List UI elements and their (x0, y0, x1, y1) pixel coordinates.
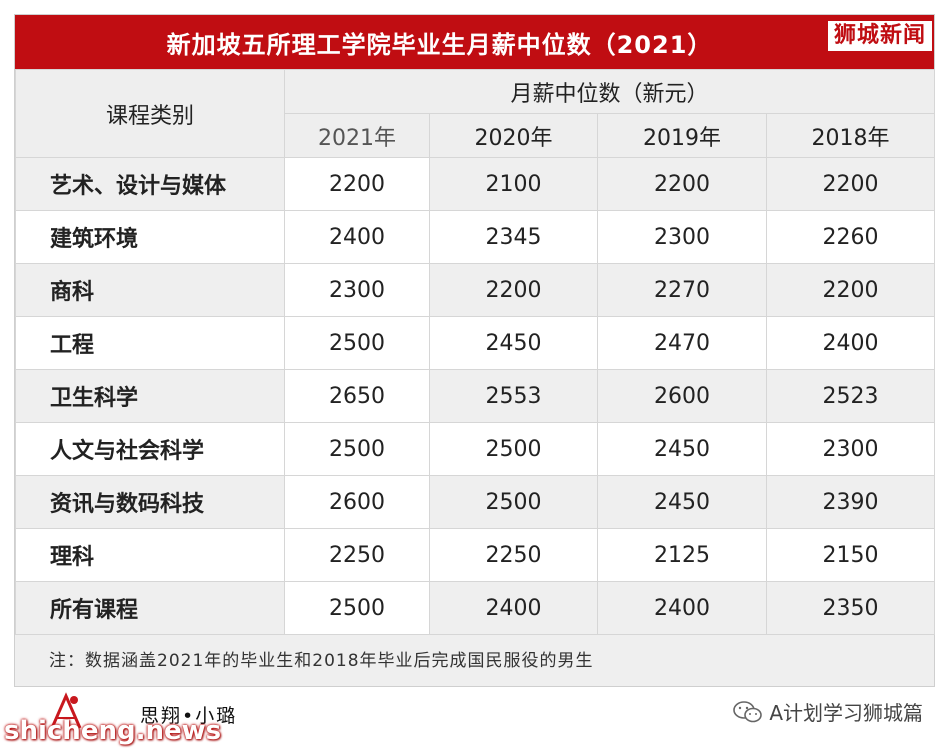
salary-cell: 2200 (765, 263, 936, 317)
salary-cell: 2450 (597, 422, 767, 476)
salary-cell: 2500 (284, 316, 430, 370)
row-label: 所有课程 (15, 581, 285, 635)
salary-cell: 2350 (765, 581, 936, 635)
footnote: 注：数据涵盖2021年的毕业生和2018年毕业后完成国民服役的男生 (15, 634, 934, 686)
title-bar: 新加坡五所理工学院毕业生月薪中位数（2021） 狮城新闻 (15, 15, 934, 69)
salary-cell: 2345 (429, 210, 598, 264)
salary-cell: 2400 (765, 316, 936, 370)
salary-cell: 2400 (429, 581, 598, 635)
salary-cell: 2300 (284, 263, 430, 317)
salary-table: 课程类别 月薪中位数（新元） 2021年 2020年 2019年 2018年 艺… (15, 69, 936, 635)
salary-cell: 2300 (765, 422, 936, 476)
salary-cell: 2100 (429, 157, 598, 211)
row-label: 工程 (15, 316, 285, 370)
table-row: 资讯与数码科技 2600 2500 2450 2390 (15, 475, 936, 529)
salary-cell: 2200 (429, 263, 598, 317)
wechat-icon (733, 700, 763, 722)
salary-cell: 2500 (429, 422, 598, 476)
salary-cell: 2523 (765, 369, 936, 423)
salary-cell: 2500 (284, 422, 430, 476)
row-label: 建筑环境 (15, 210, 285, 264)
table-row: 建筑环境 2400 2345 2300 2260 (15, 210, 936, 264)
table-row: 卫生科学 2650 2553 2600 2523 (15, 369, 936, 423)
year-header: 2019年 (597, 113, 767, 158)
table-row: 理科 2250 2250 2125 2150 (15, 528, 936, 582)
salary-cell: 2200 (284, 157, 430, 211)
row-label: 资讯与数码科技 (15, 475, 285, 529)
salary-cell: 2650 (284, 369, 430, 423)
row-label: 理科 (15, 528, 285, 582)
salary-cell: 2470 (597, 316, 767, 370)
table-title: 新加坡五所理工学院毕业生月薪中位数（2021） (166, 30, 713, 59)
salary-cell: 2260 (765, 210, 936, 264)
year-header: 2021年 (284, 113, 430, 158)
brand-tag: 狮城新闻 (827, 21, 932, 51)
table-body: 艺术、设计与媒体 2200 2100 2200 2200 建筑环境 2400 2345 2300… (15, 157, 936, 635)
salary-table-card: 新加坡五所理工学院毕业生月薪中位数（2021） 狮城新闻 课程类别 月薪中位数（… (14, 14, 936, 687)
salary-cell: 2500 (429, 475, 598, 529)
row-label: 艺术、设计与媒体 (15, 157, 285, 211)
salary-cell: 2450 (597, 475, 767, 529)
salary-cell: 2600 (284, 475, 430, 529)
row-label: 人文与社会科学 (15, 422, 285, 476)
category-header: 课程类别 (15, 69, 285, 158)
salary-cell: 2125 (597, 528, 767, 582)
salary-cell: 2400 (597, 581, 767, 635)
row-label: 卫生科学 (15, 369, 285, 423)
salary-cell: 2450 (429, 316, 598, 370)
year-header: 2018年 (765, 113, 936, 158)
salary-cell: 2250 (284, 528, 430, 582)
salary-cell: 2600 (597, 369, 767, 423)
site-watermark: shicheng.news (4, 716, 222, 746)
salary-cell: 2500 (284, 581, 430, 635)
row-label: 商科 (15, 263, 285, 317)
table-row: 所有课程 2500 2400 2400 2350 (15, 581, 936, 635)
table-row: 工程 2500 2450 2470 2400 (15, 316, 936, 370)
salary-cell: 2300 (597, 210, 767, 264)
wechat-account-name: A计划学习狮城篇 (769, 701, 923, 725)
salary-cell: 2150 (765, 528, 936, 582)
table-row: 商科 2300 2200 2270 2200 (15, 263, 936, 317)
salary-cell: 2390 (765, 475, 936, 529)
salary-cell: 2250 (429, 528, 598, 582)
salary-cell: 2553 (429, 369, 598, 423)
logo-icon (50, 692, 82, 729)
salary-cell: 2200 (597, 157, 767, 211)
year-header: 2020年 (429, 113, 598, 158)
table-row: 人文与社会科学 2500 2500 2450 2300 (15, 422, 936, 476)
signature: 思翔•小璐 (140, 705, 238, 727)
wechat-account[interactable]: A计划学习狮城篇 (733, 697, 923, 726)
table-row: 艺术、设计与媒体 2200 2100 2200 2200 (15, 157, 936, 211)
salary-cell: 2200 (765, 157, 936, 211)
salary-cell: 2400 (284, 210, 430, 264)
salary-cell: 2270 (597, 263, 767, 317)
group-header: 月薪中位数（新元） (283, 69, 936, 114)
